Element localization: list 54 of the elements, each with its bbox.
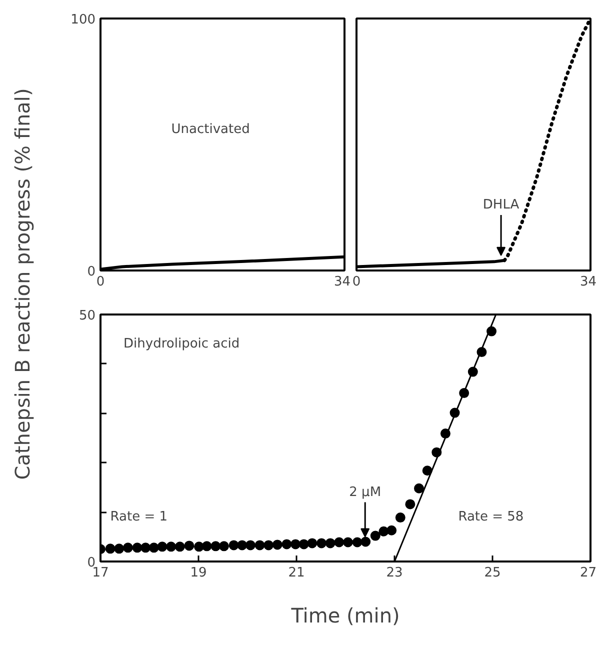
point [414,483,424,494]
point [157,542,168,552]
annotation: Rate = 1 [110,509,168,524]
point [166,542,176,552]
x-tick-label: 25 [484,566,501,580]
annotation: 2 µM [349,484,382,500]
point [290,539,301,550]
point [202,541,212,552]
point [264,540,274,550]
point [360,536,371,547]
point [422,466,432,476]
point [316,538,326,548]
point [237,540,248,550]
point [307,538,318,548]
point [254,540,265,550]
annotation: DHLA [482,198,520,213]
annotation: Dihydrolipoic acid [124,336,240,352]
y-tick-label: 50 [78,308,96,324]
point [140,542,151,553]
point [342,537,353,548]
point [122,542,133,553]
x-tick-label: 0 [352,274,361,290]
x-tick-label: 23 [386,566,403,580]
x-tick-label: 34 [334,274,351,290]
point [105,544,116,554]
point [218,541,229,552]
point [228,540,239,550]
point [386,525,397,536]
point [352,537,362,548]
point [174,542,185,552]
point [282,539,292,550]
annotation: Unactivated [171,122,250,137]
point [298,539,309,550]
annotation: Rate = 58 [458,509,524,524]
point [334,537,344,548]
point [210,541,221,552]
point [325,538,336,548]
x-tick-label: 21 [288,566,305,580]
point [370,530,380,541]
x-axis-title: Time (min) [290,604,400,628]
y-tick-label: 100 [70,12,96,28]
x-tick-label: 34 [580,274,596,290]
y-axis-title: Cathepsin B reaction progress (% final) [10,88,34,480]
point [245,540,256,550]
x-tick-label: 27 [580,566,596,580]
point [114,544,124,554]
y-tick-label: 0 [87,264,96,280]
point [272,540,282,550]
point [148,542,159,553]
point [405,499,416,510]
point [132,542,142,553]
point [184,540,194,551]
point [395,512,406,523]
x-tick-label: 19 [190,566,207,580]
